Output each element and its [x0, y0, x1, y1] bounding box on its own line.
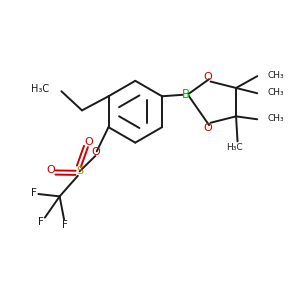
Text: CH₃: CH₃ [268, 71, 284, 80]
Text: O: O [203, 72, 212, 82]
Text: O: O [91, 147, 100, 157]
Text: S: S [76, 166, 83, 176]
Text: O: O [84, 137, 93, 147]
Text: F: F [38, 217, 44, 227]
Text: H₃C: H₃C [226, 143, 243, 152]
Text: H₃C: H₃C [32, 84, 50, 94]
Text: O: O [46, 166, 55, 176]
Text: B: B [182, 88, 190, 101]
Text: F: F [62, 220, 68, 230]
Text: CH₃: CH₃ [268, 114, 284, 123]
Text: F: F [31, 188, 37, 198]
Text: CH₃: CH₃ [268, 88, 284, 97]
Text: O: O [203, 123, 212, 133]
